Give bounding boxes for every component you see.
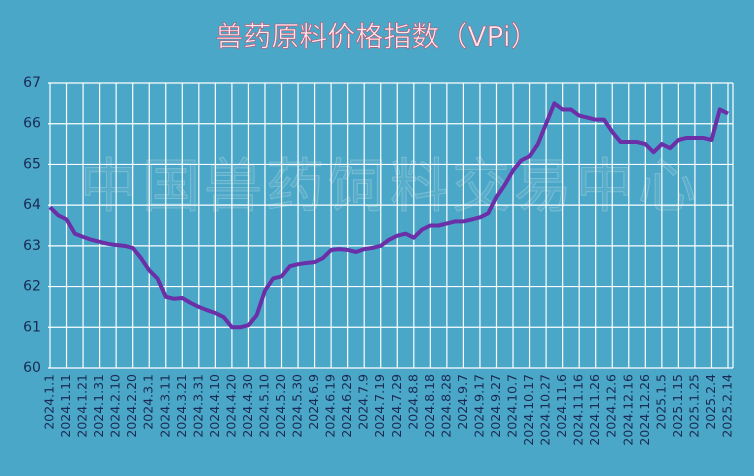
x-tick-label: 2024.4.30 [240,374,255,438]
x-tick-label: 2024.1.31 [91,374,106,438]
x-tick-label: 2024.9.27 [488,374,503,438]
x-tick-label: 2024.8.18 [422,374,437,438]
x-tick-label: 2024.12.6 [604,374,619,438]
x-tick-label: 2025.1.5 [653,374,668,430]
x-tick-label: 2025.2.14 [720,374,735,438]
y-tick-label: 61 [23,319,41,335]
x-tick-label: 2024.2.10 [108,374,123,438]
y-tick-label: 66 [23,116,41,132]
y-tick-label: 65 [23,156,41,172]
x-tick-label: 2025.1.15 [670,374,685,438]
y-tick-label: 62 [23,279,41,295]
x-tick-label: 2024.1.11 [58,374,73,438]
x-tick-label: 2024.3.1 [141,374,156,430]
x-tick-label: 2025.1.25 [686,374,701,438]
x-tick-label: 2024.2.20 [124,374,139,438]
x-tick-label: 2025.2.4 [703,374,718,430]
watermark: 中国兽药饲料交易中心 [80,152,700,220]
x-tick-label: 2024.10.17 [521,374,536,446]
y-tick-label: 63 [23,238,41,254]
x-tick-label: 2024.6.9 [306,374,321,430]
x-tick-label: 2024.7.29 [389,374,404,438]
x-tick-label: 2024.11.16 [571,374,586,446]
chart-title: 兽药原料价格指数（VPi） [215,20,538,53]
x-tick-label: 2024.4.20 [223,374,238,438]
y-tick-label: 64 [23,197,41,213]
x-tick-label: 2024.5.20 [273,374,288,438]
x-tick-label: 2024.10.27 [538,374,553,446]
data-line [48,101,729,330]
x-tick-label: 2024.5.30 [290,374,305,438]
x-tick-label: 2024.11.26 [587,374,602,446]
x-tick-label: 2024.6.19 [323,374,338,438]
x-tick-label: 2024.5.10 [256,374,271,438]
x-tick-label: 2024.3.11 [157,374,172,438]
x-tick-label: 2024.12.26 [637,374,652,446]
x-tick-label: 2024.8.28 [438,374,453,438]
x-tick-label: 2024.10.7 [505,374,520,438]
x-tick-label: 2024.7.19 [372,374,387,438]
x-tick-label: 2024.1.21 [75,374,90,438]
x-tick-label: 2024.6.29 [339,374,354,438]
y-tick-label: 67 [23,75,41,91]
x-tick-label: 2024.11.6 [554,374,569,438]
x-tick-label: 2024.7.9 [356,374,371,430]
x-tick-label: 2024.3.31 [190,374,205,438]
x-tick-label: 2024.9.17 [471,374,486,438]
x-tick-label: 2024.4.10 [207,374,222,438]
x-tick-label: 2024.9.7 [455,374,470,430]
x-tick-label: 2024.12.16 [620,374,635,446]
x-tick-label: 2024.3.21 [174,374,189,438]
x-tick-label: 2024.1.1 [42,374,57,430]
x-tick-label: 2024.8.8 [405,374,420,430]
y-tick-label: 60 [23,360,41,376]
